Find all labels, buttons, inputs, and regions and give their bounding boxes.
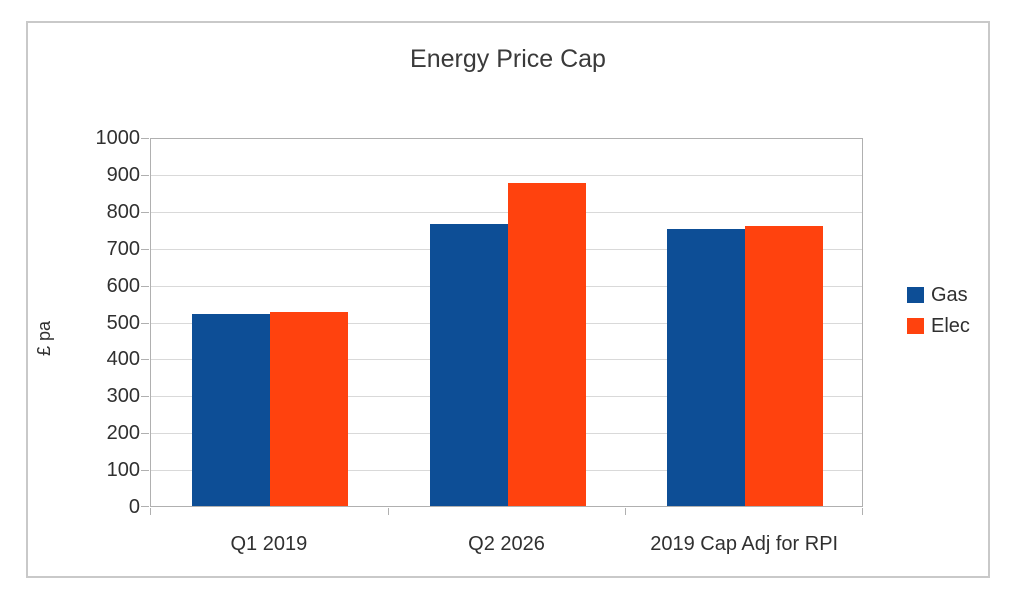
y-tick	[141, 175, 149, 176]
y-tick	[141, 433, 149, 434]
y-tick-label: 400	[106, 348, 140, 370]
bar-elec-2	[508, 183, 586, 506]
y-tick-label: 900	[106, 164, 140, 186]
y-tick-label: 300	[106, 385, 140, 407]
y-tick-label: 700	[106, 238, 140, 260]
y-tick-label: 800	[106, 201, 140, 223]
gridline	[151, 175, 862, 176]
y-tick-label: 600	[106, 275, 140, 297]
legend-label: Elec	[931, 315, 970, 337]
legend-label: Gas	[931, 284, 968, 306]
x-tick	[862, 508, 863, 515]
legend: Gas Elec	[907, 285, 970, 347]
y-tick-label: 0	[128, 496, 140, 518]
bar-gas-2	[430, 224, 508, 506]
x-axis-tick-labels: Q1 2019 Q2 2026 2019 Cap Adj for RPI	[150, 533, 863, 559]
bar-gas-3	[667, 229, 745, 506]
y-axis-ticks	[141, 138, 149, 507]
bar-gas-1	[192, 314, 270, 506]
x-tick-label: Q2 2026	[468, 533, 545, 555]
y-tick	[141, 249, 149, 250]
x-tick-label: Q1 2019	[230, 533, 308, 555]
x-tick	[625, 508, 626, 515]
y-tick	[141, 470, 149, 471]
chart-title: Energy Price Cap	[410, 45, 606, 73]
y-tick-label: 1000	[95, 127, 141, 149]
y-tick	[141, 286, 149, 287]
y-tick-label: 100	[106, 459, 140, 481]
x-tick-label: 2019 Cap Adj for RPI	[650, 533, 839, 555]
y-tick	[141, 506, 149, 507]
bar-elec-1	[270, 312, 348, 506]
legend-swatch	[907, 287, 924, 303]
chart-frame: Energy Price Cap £ pa 0 100 200 300 400 500 60…	[26, 21, 990, 578]
y-axis-tick-labels: 0 100 200 300 400 500 600 700 800 900 1000	[28, 128, 141, 517]
y-tick-label: 500	[106, 312, 140, 334]
y-tick	[141, 396, 149, 397]
legend-item-gas: Gas	[907, 285, 970, 305]
x-tick	[388, 508, 389, 515]
legend-swatch	[907, 318, 924, 334]
x-tick	[150, 508, 151, 515]
y-tick	[141, 212, 149, 213]
bar-elec-3	[745, 226, 823, 506]
x-axis-ticks	[150, 508, 864, 515]
gridline	[151, 212, 862, 213]
y-tick-label: 200	[106, 422, 140, 444]
y-tick	[141, 359, 149, 360]
y-tick	[141, 138, 149, 139]
y-tick	[141, 323, 149, 324]
plot-area	[150, 138, 863, 507]
legend-item-elec: Elec	[907, 316, 970, 336]
